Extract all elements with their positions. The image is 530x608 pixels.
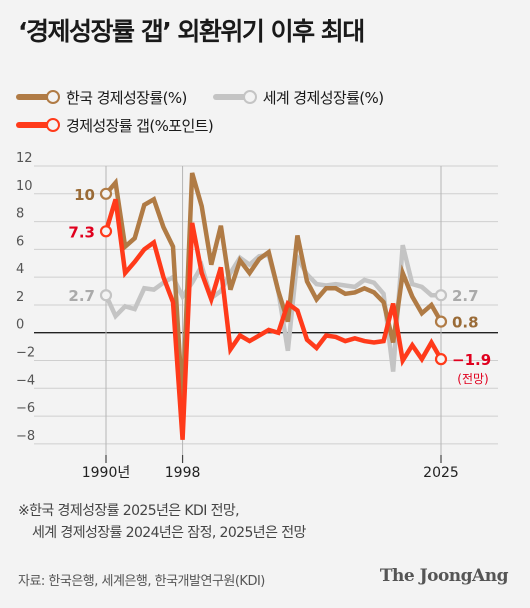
legend-label-gap: 경제성장률 갭(%포인트) [66,116,214,135]
legend-swatch-gap [16,118,60,132]
legend-item-korea: 한국 경제성장률(%) [16,87,187,108]
legend-swatch-korea [16,90,60,104]
footnote-line-1: ※한국 경제성장률 2025년은 KDI 전망, [18,503,240,519]
x-tick-label: 1998 [165,465,201,481]
data-label: 7.3 [68,223,95,241]
data-label: −1.9 [452,351,491,369]
source-text: 자료: 한국은행, 세계은행, 한국개발연구원(KDI) [18,574,265,589]
y-tick-label: 2 [16,290,24,305]
data-label: 10 [74,186,95,204]
data-label: (전망) [457,372,488,386]
y-tick-label: −6 [16,401,35,416]
legend-row-1: 한국 경제성장률(%) 세계 경제성장률(%) [16,86,409,108]
series-line-gap [103,198,443,440]
y-tick-label: 6 [16,234,24,249]
series-line-korea [104,172,443,404]
y-tick-label: 10 [16,179,33,194]
legend-item-gap: 경제성장률 갭(%포인트) [16,115,214,136]
y-tick-label: 4 [16,262,24,277]
legend-item-world: 세계 경제성장률(%) [212,87,384,108]
y-tick-label: −4 [16,373,35,388]
x-tick-label: 1990년 [82,465,131,481]
point-marker-gap [434,353,448,366]
data-label: 2.7 [68,287,95,305]
point-marker-world [99,289,113,302]
y-tick-label: −2 [16,346,35,361]
chart-title: ‘경제성장률 갭’ 외환위기 이후 최대 [18,17,365,46]
brand-logo: The JoongAng [379,566,509,586]
y-tick-label: 8 [16,207,24,222]
legend-row-2: 경제성장률 갭(%포인트) [16,114,239,136]
y-tick-label: −8 [16,429,35,444]
legend-swatch-world [212,90,257,104]
point-marker-world [434,289,448,302]
footnote-line-2: 세계 경제성장률 2024년은 잠정, 2025년은 전망 [32,525,306,541]
legend-label-korea: 한국 경제성장률(%) [66,88,187,107]
point-marker-korea [99,187,113,200]
footnote: ※한국 경제성장률 2025년은 KDI 전망, 세계 경제성장률 2024년은… [18,500,306,544]
x-tick-label: 2025 [423,465,459,481]
y-tick-label: 0 [16,318,24,333]
legend-label-world: 세계 경제성장률(%) [262,88,384,107]
data-label: 2.7 [452,287,479,305]
point-marker-gap [99,225,113,238]
y-tick-label: 12 [16,151,33,166]
data-label: 0.8 [452,314,479,332]
point-marker-korea [434,315,448,328]
